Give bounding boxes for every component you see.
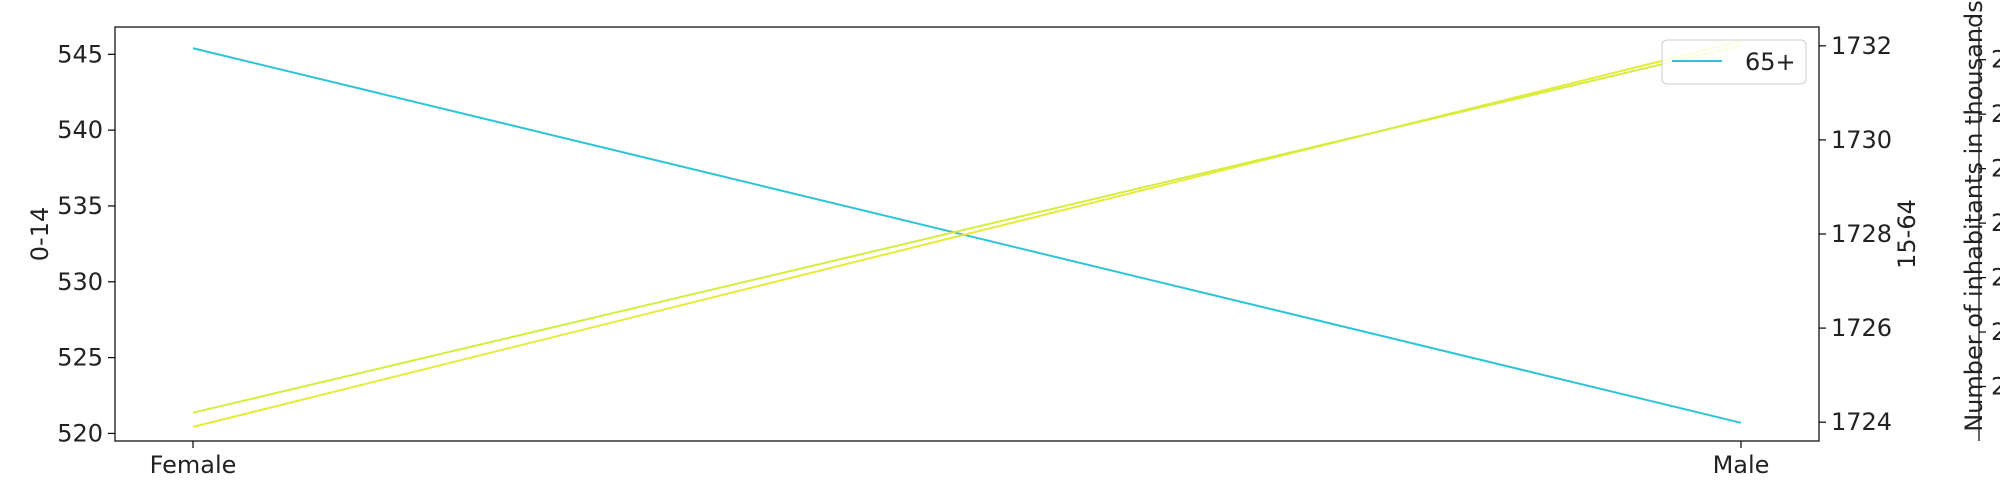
right-outer-axis-tick-label: 240 [1991,209,2000,237]
right-inner-axis-tick-label: 1726 [1831,314,1892,342]
left-axis-tick-label: 540 [57,116,103,144]
legend: 65+ [1661,39,1807,85]
right-inner-axis-tick-label: 1732 [1831,32,1892,60]
left-axis-ticks: 520 525 530 535 540 545 [57,40,115,447]
x-tick-label: Female [150,451,237,479]
right-outer-axis-ticks: 225 230 235 240 245 250 255 [1979,46,2000,401]
right-outer-axis-tick-label: 250 [1991,100,2000,128]
series-line-left [192,47,1742,424]
left-axis-tick-label: 530 [57,268,103,296]
right-outer-axis-tick-label: 245 [1991,155,2000,183]
left-axis-title: 0-14 [26,207,54,261]
right-outer-axis-tick-label: 235 [1991,264,2000,292]
right-inner-axis-tick-label: 1724 [1831,408,1892,436]
right-inner-axis-tick-label: 1730 [1831,126,1892,154]
right-inner-axis-title: 15-64 [1893,199,1921,269]
series-lines [192,40,1742,428]
x-axis-ticks: Female Male [150,441,1770,479]
left-axis-tick-label: 520 [57,419,103,447]
right-inner-axis-ticks: 1724 1726 1728 1730 1732 [1819,32,1892,436]
series-line-right_inner [192,40,1742,428]
series-line-65plus [192,44,1742,414]
left-axis-tick-label: 535 [57,192,103,220]
legend-box [1661,39,1807,85]
plot-frame [114,26,1820,442]
right-outer-axis-tick-label: 230 [1991,318,2000,346]
right-outer-axis-tick-label: 225 [1991,373,2000,401]
left-axis-tick-label: 545 [57,40,103,68]
legend-label-65plus: 65+ [1745,48,1796,76]
left-axis-tick-label: 525 [57,344,103,372]
x-tick-label: Male [1713,451,1770,479]
right-outer-axis-tick-label: 255 [1991,46,2000,74]
right-inner-axis-tick-label: 1728 [1831,220,1892,248]
right-outer-axis-title: Number of inhabitants in thousands [1960,0,1988,432]
